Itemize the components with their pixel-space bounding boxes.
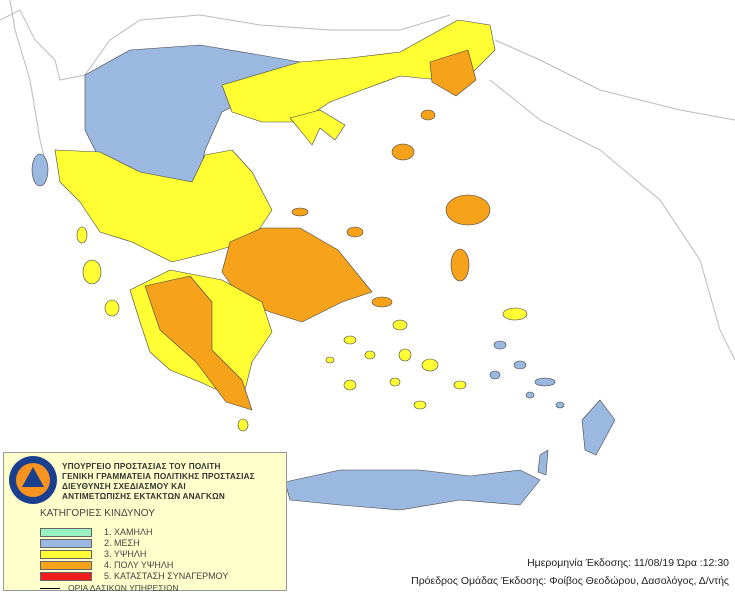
org-line: ΓΕΝΙΚΗ ΓΡΑΜΜΑΤΕΙΑ ΠΟΛΙΤΙΚΗΣ ΠΡΟΣΤΑΣΙΑΣ [62, 472, 255, 481]
region-yellow-chalkidiki [289, 109, 346, 146]
region-orange-evros [429, 49, 477, 97]
legend-item-alert: 5. ΚΑΤΑΣΤΑΣΗ ΣΥΝΑΓΕΡΜΟΥ [40, 571, 228, 581]
swatch [40, 560, 92, 570]
island-lesvos [445, 194, 491, 226]
civil-protection-logo [9, 456, 57, 504]
swatch [40, 538, 92, 548]
island-kefalonia [82, 259, 102, 285]
region-orange-peloponnese [144, 275, 253, 411]
legend-item-medium: 2. ΜΕΣΗ [40, 538, 140, 548]
organization-name: ΥΠΟΥΡΓΕΙΟ ΠΡΟΣΤΑΣΙΑΣ ΤΟΥ ΠΟΛΙΤΗ ΓΕΝΙΚΗ Γ… [62, 462, 255, 502]
swatch [40, 571, 92, 581]
neighbor-borders [0, 0, 735, 361]
island-karpathos [537, 449, 549, 476]
legend-item-very-high: 4. ΠΟΛΥ ΥΨΗΛΗ [40, 560, 173, 570]
island-chios [450, 248, 470, 282]
issue-date: Ημερομηνία Έκδοσης: 11/08/19 Ώρα :12:30 [527, 557, 729, 569]
island-corfu [31, 153, 49, 187]
island-andros [371, 296, 393, 308]
island-zakynthos [104, 299, 120, 317]
org-line: ΥΠΟΥΡΓΕΙΟ ΠΡΟΣΤΑΣΙΑΣ ΤΟΥ ΠΟΛΙΤΗ [62, 462, 221, 471]
org-line: ΑΝΤΙΜΕΤΩΠΙΣΗΣ ΕΚΤΑΚΤΩΝ ΑΝΑΓΚΩΝ [62, 492, 225, 501]
island-kythera [237, 418, 249, 432]
island-lemnos [391, 143, 415, 161]
issuer: Πρόεδρος Ομάδας Έκδοσης: Φοίβος Θεοδώρου… [411, 575, 729, 587]
region-yellow-central [54, 149, 273, 263]
islands-cyclades [325, 319, 467, 410]
swatch [40, 527, 92, 537]
island-sporades [291, 207, 309, 217]
legend-item-low: 1. ΧΑΜΗΛΗ [40, 527, 153, 537]
islands-dodecanese [489, 340, 565, 409]
legend-item-forest-borders: ΟΡΙΑ ΔΑΣΙΚΩΝ ΥΠΗΡΕΣΙΩΝ [40, 583, 178, 593]
island-lefkada [76, 226, 88, 244]
island-crete [284, 469, 541, 511]
island-skyros [346, 226, 364, 238]
island-samos [502, 307, 528, 321]
legend-title: ΚΑΤΗΓΟΡΙΕΣ ΚΙΝΔΥΝΟΥ [40, 508, 155, 519]
island-thasos [420, 109, 436, 121]
legend-panel: ΥΠΟΥΡΓΕΙΟ ΠΡΟΣΤΑΣΙΑΣ ΤΟΥ ΠΟΛΙΤΗ ΓΕΝΙΚΗ Γ… [3, 452, 287, 593]
legend-item-high: 3. ΥΨΗΛΗ [40, 549, 146, 559]
swatch [40, 549, 92, 559]
org-line: ΔΙΕΥΘΥΝΣΗ ΣΧΕΔΙΑΣΜΟΥ ΚΑΙ [62, 482, 186, 491]
island-rhodes [581, 399, 616, 456]
line-swatch [40, 587, 60, 589]
